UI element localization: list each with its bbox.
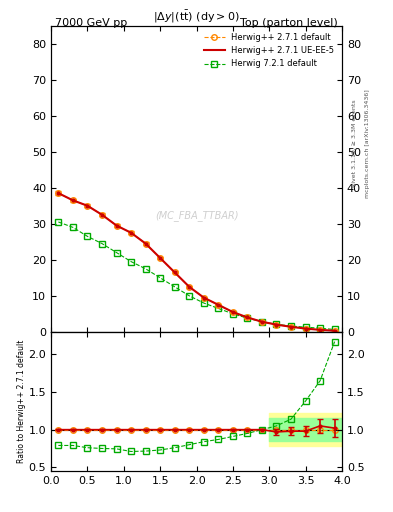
Title: $|\Delta y|(\mathregular{t\bar{t}})\ \mathregular{(dy>0)}$: $|\Delta y|(\mathregular{t\bar{t}})\ \ma… [153, 8, 240, 25]
Text: mcplots.cern.ch [arXiv:1306.3436]: mcplots.cern.ch [arXiv:1306.3436] [365, 89, 371, 198]
Text: (MC_FBA_TTBAR): (MC_FBA_TTBAR) [155, 210, 238, 221]
Text: 7000 GeV pp: 7000 GeV pp [55, 18, 127, 28]
Legend: Herwig++ 2.7.1 default, Herwig++ 2.7.1 UE-EE-5, Herwig 7.2.1 default: Herwig++ 2.7.1 default, Herwig++ 2.7.1 U… [200, 30, 338, 72]
Y-axis label: Ratio to Herwig++ 2.7.1 default: Ratio to Herwig++ 2.7.1 default [17, 340, 26, 463]
Text: Rivet 3.1.10, ≥ 3.3M events: Rivet 3.1.10, ≥ 3.3M events [352, 99, 357, 187]
Text: Top (parton level): Top (parton level) [240, 18, 338, 28]
